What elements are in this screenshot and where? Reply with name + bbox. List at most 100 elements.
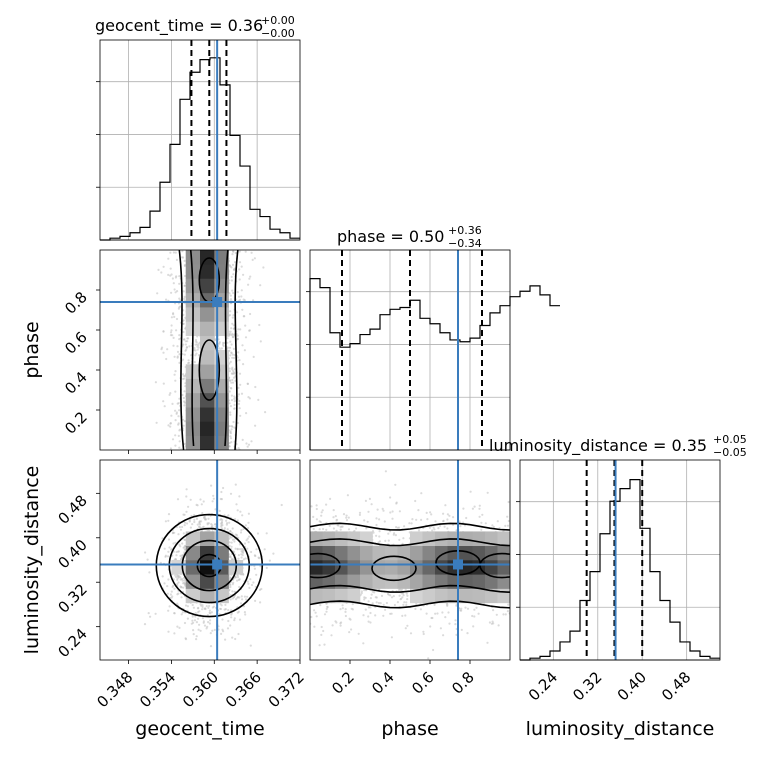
sample-point (180, 256, 184, 259)
sample-point (339, 622, 342, 625)
sample-point (229, 330, 232, 333)
sample-point (401, 596, 404, 599)
sample-point (183, 579, 186, 582)
sample-point (397, 588, 400, 592)
sample-point (228, 442, 231, 445)
truth-marker (212, 297, 223, 307)
sample-point (174, 251, 177, 254)
sample-point (212, 497, 215, 500)
sample-point (218, 342, 221, 345)
sample-point (229, 437, 233, 440)
y-axis-label-phase: phase (21, 321, 43, 378)
sample-point (237, 447, 240, 450)
sample-point (186, 617, 189, 620)
sample-point (259, 565, 262, 568)
density-cell (360, 545, 373, 561)
sample-point (229, 265, 232, 268)
contour-outer-top (310, 522, 510, 531)
sample-point (173, 288, 176, 291)
sample-point (230, 441, 233, 444)
sample-point (240, 392, 244, 395)
sample-point (213, 523, 217, 526)
sample-point (375, 596, 378, 599)
sample-point (186, 522, 189, 525)
sample-point (367, 606, 370, 609)
scatter-panel-luminosity-distance-vs-phase (310, 460, 510, 664)
x-axis-label-luminosity-distance: luminosity_distance (526, 718, 715, 740)
sample-point (220, 522, 223, 525)
sample-point (422, 632, 425, 636)
sample-point (229, 530, 232, 533)
sample-point (235, 598, 238, 601)
sample-point (508, 662, 510, 664)
sample-point (205, 605, 208, 608)
sample-point (249, 644, 252, 647)
sample-point (212, 494, 215, 497)
sample-point (242, 605, 246, 608)
sample-point (236, 611, 239, 614)
sample-point (238, 250, 241, 253)
scatter-panel-phase-vs-geocent-time (100, 250, 300, 450)
sample-point (247, 541, 250, 544)
sample-point (230, 545, 233, 548)
sample-point (154, 612, 157, 615)
density-cell (185, 588, 201, 604)
sample-point (209, 619, 212, 622)
density-cell (385, 545, 398, 561)
title-luminosity-distance-lower: −0.05 (713, 446, 747, 459)
sample-point (236, 421, 239, 425)
sample-point (387, 593, 390, 596)
sample-point (249, 275, 252, 278)
sample-point (195, 341, 198, 344)
sample-point (175, 411, 178, 414)
sample-point (193, 518, 196, 521)
sample-point (178, 361, 181, 364)
sample-point (346, 494, 349, 497)
sample-point (198, 522, 201, 525)
sample-point (218, 347, 221, 350)
sample-point (372, 531, 375, 534)
sample-point (211, 500, 214, 503)
sample-point (262, 266, 265, 269)
density-cell (200, 364, 215, 379)
sample-point (179, 576, 182, 579)
sample-point (432, 648, 435, 652)
sample-point (233, 619, 236, 622)
sample-point (230, 372, 233, 375)
sample-point (254, 599, 257, 603)
sample-point (230, 425, 233, 428)
panel-frame (519, 459, 721, 661)
sample-point (220, 347, 223, 350)
sample-point (314, 611, 317, 614)
sample-point (167, 550, 170, 553)
sample-point (228, 332, 231, 335)
sample-point (226, 528, 229, 531)
sample-point (221, 518, 224, 522)
sample-point (196, 343, 199, 346)
sample-point (237, 554, 240, 557)
sample-point (187, 359, 190, 362)
sample-point (387, 539, 390, 542)
density-cell (310, 588, 323, 604)
sample-point (392, 595, 395, 598)
sample-point (172, 578, 175, 581)
sample-point (197, 354, 201, 357)
sample-point (165, 357, 168, 361)
sample-point (477, 612, 480, 615)
sample-point (484, 522, 487, 525)
sample-point (233, 403, 236, 406)
sample-point (182, 396, 185, 400)
sample-point (149, 615, 152, 618)
sample-point (173, 315, 176, 318)
sample-point (400, 592, 403, 595)
sample-point (434, 612, 437, 615)
sample-point (239, 414, 242, 417)
sample-point (439, 627, 442, 630)
sample-point (169, 331, 173, 334)
sample-point (176, 402, 179, 405)
sample-point (466, 607, 470, 610)
density-cell (472, 531, 486, 547)
sample-point (378, 530, 381, 533)
sample-point (229, 411, 232, 414)
sample-point (322, 629, 325, 633)
